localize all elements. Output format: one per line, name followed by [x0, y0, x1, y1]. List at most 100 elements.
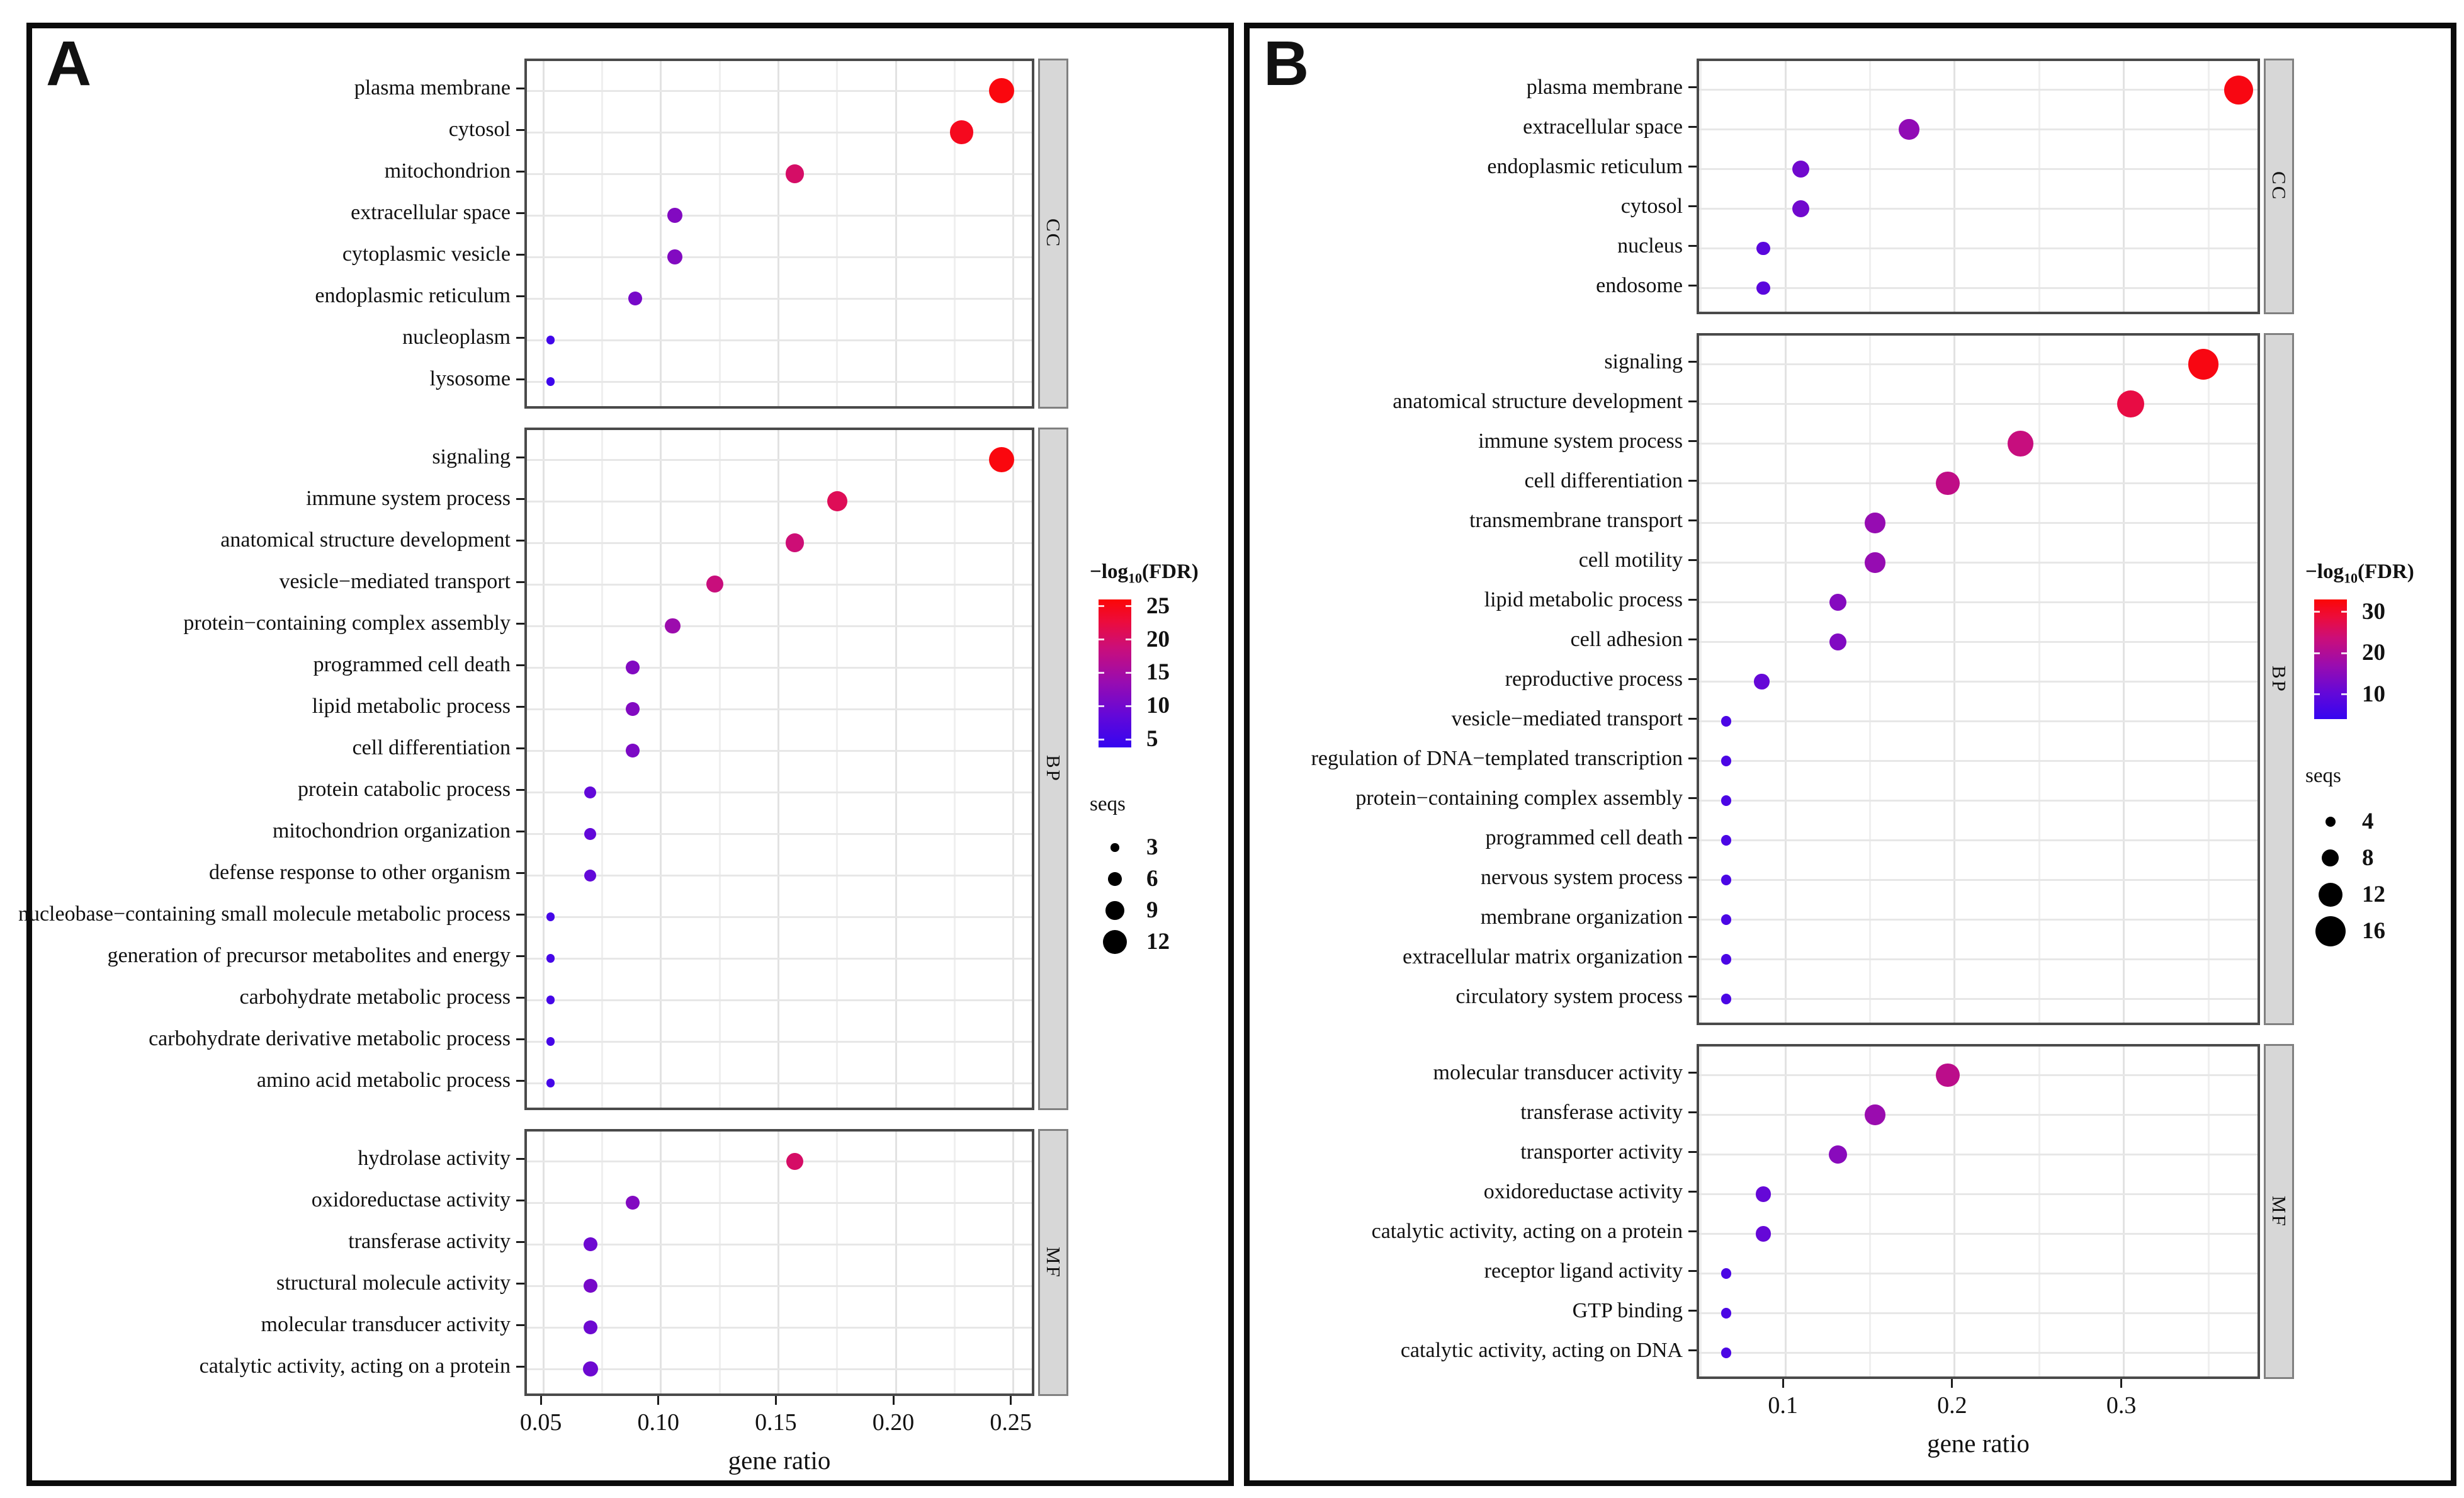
gridline-vertical	[718, 61, 721, 406]
gridline-vertical	[895, 1132, 897, 1393]
term-dot	[988, 446, 1015, 473]
gridline-horizontal	[527, 708, 1032, 710]
category-label: extracellular space	[1523, 115, 1683, 139]
x-axis-tick	[2120, 1379, 2123, 1388]
y-axis-tick	[1688, 718, 1697, 720]
gridline-horizontal	[1699, 958, 2258, 960]
x-axis-tick-label: 0.20	[872, 1409, 915, 1436]
colorbar-tick-label: 10	[2362, 681, 2385, 707]
gridline-vertical	[2038, 336, 2040, 1023]
category-label: defense response to other organism	[208, 861, 511, 884]
plot-area	[1697, 1044, 2260, 1379]
size-legend-label: 9	[1146, 897, 1158, 923]
x-axis-tick-label: 0.05	[519, 1409, 562, 1436]
fdr-colorbar	[2314, 599, 2347, 719]
colorbar-tick	[1126, 671, 1131, 674]
size-legend-label: 4	[2362, 809, 2374, 834]
colorbar-tick-label: 15	[1146, 659, 1170, 686]
gridline-horizontal	[1699, 89, 2258, 91]
term-dot	[583, 1320, 597, 1334]
category-label: immune system process	[1478, 429, 1683, 453]
gridline-horizontal	[527, 1243, 1032, 1245]
category-label: plasma membrane	[1526, 75, 1683, 99]
term-dot	[1792, 200, 1809, 217]
colorbar-tick	[1126, 605, 1131, 608]
size-legend-label: 3	[1146, 834, 1158, 860]
x-axis-tick-label: 0.2	[1937, 1392, 1967, 1419]
gridline-vertical	[718, 430, 721, 1108]
colorbar-tick-label: 20	[1146, 626, 1170, 652]
gridline-vertical	[1700, 1047, 1702, 1376]
size-legend-label: 12	[2362, 882, 2385, 907]
gridline-vertical	[1700, 336, 1702, 1023]
category-label: transporter activity	[1520, 1140, 1683, 1164]
term-dot	[584, 786, 597, 798]
plot-area	[524, 428, 1034, 1110]
gridline-vertical	[601, 430, 603, 1108]
category-label: generation of precursor metabolites and …	[107, 944, 511, 967]
panel-a-letter: A	[46, 28, 92, 99]
gridline-vertical	[660, 430, 662, 1108]
gridline-horizontal	[527, 173, 1032, 175]
colorbar-tick	[2341, 652, 2347, 654]
y-axis-tick	[1688, 877, 1697, 878]
term-dot	[626, 744, 640, 758]
facet-strip: CC	[1038, 59, 1068, 409]
y-axis-tick	[516, 996, 524, 999]
category-label: programmed cell death	[1485, 826, 1683, 849]
gridline-vertical	[953, 430, 956, 1108]
category-label: protein−containing complex assembly	[1355, 786, 1683, 810]
colorbar-tick-label: 25	[1146, 593, 1170, 619]
term-dot	[1721, 914, 1732, 925]
category-label: nucleoplasm	[402, 326, 511, 349]
term-dot	[2224, 75, 2254, 105]
gridline-vertical	[1869, 1047, 1871, 1376]
y-axis-tick	[1688, 599, 1697, 601]
term-dot	[2188, 349, 2219, 380]
category-label: reproductive process	[1505, 667, 1683, 691]
category-label: catalytic activity, acting on a protein	[199, 1354, 511, 1378]
gridline-vertical	[953, 1132, 956, 1393]
gridline-horizontal	[1699, 1233, 2258, 1235]
y-axis-tick	[1688, 86, 1697, 88]
term-dot	[546, 954, 555, 963]
gridline-horizontal	[527, 874, 1032, 877]
term-dot	[584, 827, 597, 840]
x-axis-tick-label: 0.3	[2106, 1392, 2137, 1419]
x-axis-tick	[1010, 1396, 1012, 1405]
gridline-horizontal	[527, 583, 1032, 586]
facet-cc: plasma membrane extracellular space endopl…	[1250, 59, 2294, 314]
gridline-vertical	[1700, 61, 1702, 312]
gridline-vertical	[1012, 430, 1015, 1108]
gridline-vertical	[1012, 1132, 1015, 1393]
category-label: GTP binding	[1572, 1298, 1683, 1322]
gridline-horizontal	[527, 214, 1032, 217]
fdr-legend-title: −log10(FDR)	[1090, 560, 1199, 586]
gridline-vertical	[542, 61, 545, 406]
x-axis-tick	[1782, 1379, 1784, 1388]
colorbar-tick	[2314, 693, 2320, 696]
term-dot	[785, 533, 805, 552]
gridline-vertical	[660, 61, 662, 406]
term-dot	[626, 1196, 640, 1210]
term-dot	[1721, 835, 1732, 846]
gridline-vertical	[1869, 336, 1871, 1023]
colorbar-tick	[1099, 605, 1104, 608]
gridline-horizontal	[1699, 247, 2258, 249]
y-axis-tick	[1688, 361, 1697, 363]
y-axis-tick	[1688, 1349, 1697, 1351]
gridline-horizontal	[1699, 1074, 2258, 1076]
facet-bp: signaling anatomical structure developmen…	[1250, 333, 2294, 1025]
gridline-vertical	[542, 430, 545, 1108]
y-axis-tick	[516, 705, 524, 708]
term-dot	[706, 576, 724, 593]
category-label: cell adhesion	[1570, 627, 1683, 651]
y-axis-tick	[516, 1240, 524, 1243]
panel-b-legend: −log10(FDR) 30 20 10 seqs 4 8 12 16	[2305, 560, 2464, 1468]
size-legend-label: 12	[1146, 929, 1170, 955]
gridline-vertical	[2207, 61, 2210, 312]
category-label: endoplasmic reticulum	[315, 284, 511, 307]
y-axis-tick	[1688, 245, 1697, 247]
size-legend-label: 6	[1146, 866, 1158, 892]
colorbar-tick	[1126, 705, 1131, 707]
